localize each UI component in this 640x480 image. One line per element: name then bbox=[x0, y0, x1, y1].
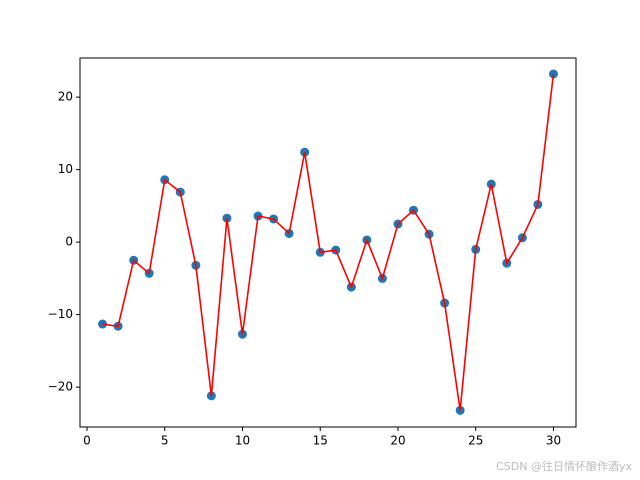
x-tick-label: 20 bbox=[390, 434, 405, 448]
x-tick-label: 10 bbox=[235, 434, 250, 448]
line bbox=[102, 73, 555, 411]
y-tick-label: −10 bbox=[48, 307, 73, 321]
watermark: CSDN @往日情怀酿作酒yx bbox=[496, 459, 632, 473]
x-tick-label: 0 bbox=[83, 434, 91, 448]
x-tick-label: 5 bbox=[161, 434, 169, 448]
y-tick-label: 0 bbox=[65, 235, 73, 249]
x-tick-label: 30 bbox=[546, 434, 561, 448]
x-tick-label: 15 bbox=[313, 434, 328, 448]
y-tick-label: 10 bbox=[58, 162, 73, 176]
y-tick-label: −20 bbox=[48, 380, 73, 394]
x-tick-label: 25 bbox=[468, 434, 483, 448]
y-tick-label: 20 bbox=[58, 90, 73, 104]
